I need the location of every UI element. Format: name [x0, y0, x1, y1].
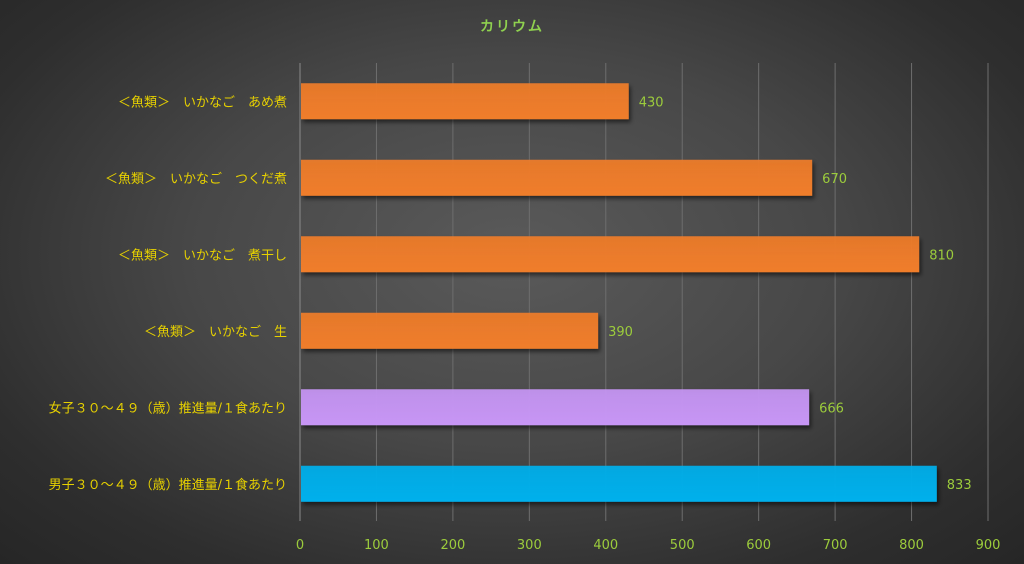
- data-label: 810: [929, 248, 954, 263]
- x-tick-label: 300: [517, 538, 542, 553]
- x-tick-label: 100: [364, 538, 389, 553]
- x-tick-label: 700: [823, 538, 848, 553]
- category-label: 男子３０～４９（歳）推進量/１食あたり: [49, 477, 287, 493]
- x-tick-label: 500: [670, 538, 695, 553]
- data-label: 430: [639, 95, 664, 110]
- bar: [301, 83, 629, 120]
- x-tick-label: 800: [899, 538, 924, 553]
- category-label: ＜魚類＞ いかなご あめ煮: [118, 94, 287, 110]
- category-label: ＜魚類＞ いかなご 煮干し: [118, 247, 287, 263]
- x-tick-label: 900: [976, 538, 1001, 553]
- bar: [301, 389, 810, 426]
- x-tick-label: 200: [440, 538, 465, 553]
- x-tick-label: 600: [746, 538, 771, 553]
- data-label: 833: [947, 478, 972, 493]
- bar: [301, 465, 937, 502]
- bar: [301, 312, 599, 349]
- data-label: 390: [608, 325, 633, 340]
- bar: [301, 236, 920, 273]
- data-label: 670: [822, 172, 847, 187]
- x-tick-label: 0: [296, 538, 304, 553]
- category-label: ＜魚類＞ いかなご 生: [144, 324, 287, 340]
- category-label: 女子３０～４９（歳）推進量/１食あたり: [49, 400, 287, 416]
- data-label: 666: [819, 401, 844, 416]
- category-label: ＜魚類＞ いかなご つくだ煮: [105, 171, 287, 187]
- bar: [301, 159, 813, 196]
- x-tick-label: 400: [593, 538, 618, 553]
- chart-title: カリウム: [480, 19, 544, 35]
